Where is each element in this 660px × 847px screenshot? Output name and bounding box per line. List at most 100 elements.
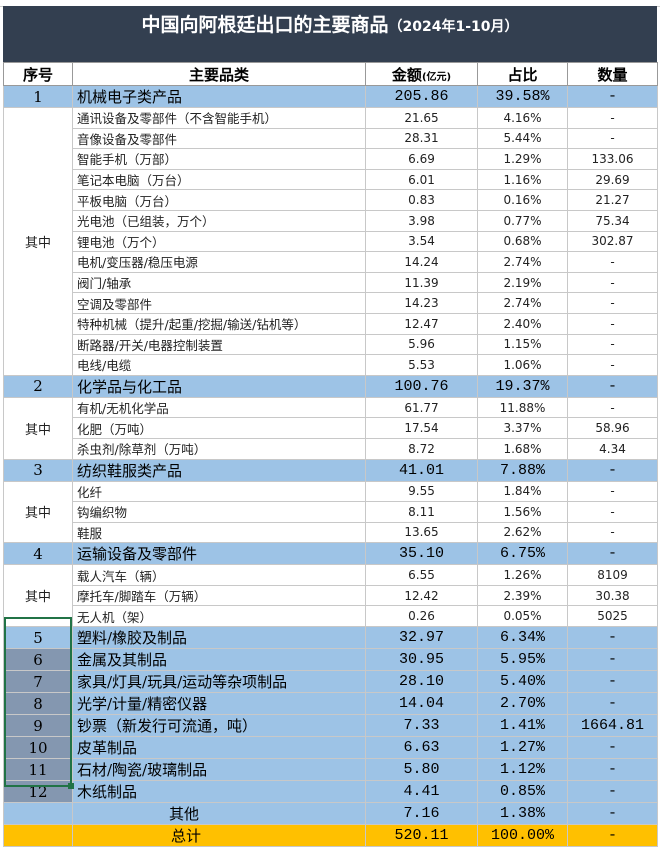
subitem-quantity-cell[interactable]: - (567, 521, 658, 544)
share-cell[interactable]: 1.12% (477, 758, 568, 782)
category-name-cell[interactable]: 纺织鞋服类产品 (72, 458, 366, 482)
seq-cell[interactable]: 2 (3, 374, 73, 398)
seq-cell[interactable]: 10 (3, 736, 73, 760)
amount-cell[interactable]: 7.33 (365, 714, 478, 738)
subitem-quantity-cell[interactable]: - (567, 251, 658, 273)
header-amount[interactable]: 金额(亿元) (365, 62, 478, 86)
subitem-quantity-cell[interactable]: 30.38 (567, 584, 658, 607)
subitem-share-cell[interactable]: 2.74% (477, 251, 568, 273)
category-name-cell[interactable]: 光学/计量/精密仪器 (72, 692, 366, 716)
category-name-cell[interactable]: 家具/灯具/玩具/运动等杂项制品 (72, 670, 366, 694)
subitem-quantity-cell[interactable]: - (567, 107, 658, 129)
subitem-name-cell[interactable]: 有机/无机化学品 (72, 396, 366, 419)
subitem-quantity-cell[interactable]: - (567, 480, 658, 503)
subitem-name-cell[interactable]: 载人汽车（辆） (72, 564, 366, 586)
subitem-share-cell[interactable]: 0.68% (477, 230, 568, 253)
subitem-quantity-cell[interactable]: 302.87 (567, 230, 658, 253)
subitem-amount-cell[interactable]: 13.65 (365, 521, 478, 544)
seq-cell[interactable]: 1 (3, 85, 73, 108)
subitem-amount-cell[interactable]: 12.42 (365, 584, 478, 607)
sub-label-cell[interactable]: 其中 (3, 396, 73, 460)
quantity-cell[interactable]: - (567, 542, 658, 566)
subitem-quantity-cell[interactable]: 75.34 (567, 209, 658, 232)
subitem-share-cell[interactable]: 11.88% (477, 396, 568, 419)
amount-cell[interactable]: 41.01 (365, 458, 478, 482)
subitem-quantity-cell[interactable]: 133.06 (567, 148, 658, 170)
subitem-share-cell[interactable]: 5.44% (477, 127, 568, 150)
subitem-amount-cell[interactable]: 0.83 (365, 189, 478, 211)
subitem-share-cell[interactable]: 2.62% (477, 521, 568, 544)
subitem-amount-cell[interactable]: 8.11 (365, 501, 478, 523)
subitem-name-cell[interactable]: 平板电脑（万台） (72, 189, 366, 211)
subitem-share-cell[interactable]: 1.16% (477, 168, 568, 191)
subitem-quantity-cell[interactable]: 29.69 (567, 168, 658, 191)
subitem-name-cell[interactable]: 无人机（架） (72, 605, 366, 628)
subitem-quantity-cell[interactable]: 21.27 (567, 189, 658, 211)
subitem-share-cell[interactable]: 0.16% (477, 189, 568, 211)
subitem-quantity-cell[interactable]: - (567, 292, 658, 314)
share-cell[interactable]: 1.41% (477, 714, 568, 738)
share-cell[interactable]: 6.34% (477, 626, 568, 650)
amount-cell[interactable]: 35.10 (365, 542, 478, 566)
subitem-name-cell[interactable]: 电机/变压器/稳压电源 (72, 251, 366, 273)
subitem-name-cell[interactable]: 锂电池（万个） (72, 230, 366, 253)
total-row-share-cell[interactable]: 100.00% (477, 824, 568, 847)
subitem-amount-cell[interactable]: 61.77 (365, 396, 478, 419)
subitem-quantity-cell[interactable]: 4.34 (567, 437, 658, 460)
quantity-cell[interactable]: - (567, 736, 658, 760)
subitem-name-cell[interactable]: 化肥（万吨） (72, 417, 366, 439)
subitem-amount-cell[interactable]: 14.23 (365, 292, 478, 314)
category-name-cell[interactable]: 化学品与化工品 (72, 374, 366, 398)
subitem-name-cell[interactable]: 通讯设备及零部件（不含智能手机） (72, 107, 366, 129)
amount-cell[interactable]: 30.95 (365, 648, 478, 672)
amount-cell[interactable]: 5.80 (365, 758, 478, 782)
amount-cell[interactable]: 205.86 (365, 85, 478, 108)
subitem-name-cell[interactable]: 摩托车/脚踏车（万辆） (72, 584, 366, 607)
subitem-name-cell[interactable]: 杀虫剂/除草剂（万吨） (72, 437, 366, 460)
subitem-name-cell[interactable]: 化纤 (72, 480, 366, 503)
seq-cell[interactable]: 8 (3, 692, 73, 716)
header-category[interactable]: 主要品类 (72, 62, 366, 86)
fill-handle[interactable] (68, 783, 74, 789)
share-cell[interactable]: 1.27% (477, 736, 568, 760)
quantity-cell[interactable]: - (567, 458, 658, 482)
quantity-cell[interactable]: - (567, 780, 658, 804)
sub-label-cell[interactable]: 其中 (3, 480, 73, 544)
category-name-cell[interactable]: 机械电子类产品 (72, 85, 366, 108)
total-row-amount-cell[interactable]: 520.11 (365, 824, 478, 847)
seq-cell[interactable]: 5 (3, 626, 73, 650)
category-name-cell[interactable]: 皮革制品 (72, 736, 366, 760)
seq-cell[interactable]: 11 (3, 758, 73, 782)
subitem-share-cell[interactable]: 2.19% (477, 271, 568, 294)
share-cell[interactable]: 0.85% (477, 780, 568, 804)
seq-cell[interactable]: 12 (3, 780, 73, 804)
subitem-name-cell[interactable]: 空调及零部件 (72, 292, 366, 314)
seq-cell[interactable]: 4 (3, 542, 73, 566)
sub-label-cell[interactable]: 其中 (3, 107, 73, 376)
subitem-amount-cell[interactable]: 0.26 (365, 605, 478, 628)
category-name-cell[interactable]: 石材/陶瓷/玻璃制品 (72, 758, 366, 782)
share-cell[interactable]: 2.70% (477, 692, 568, 716)
quantity-cell[interactable]: 1664.81 (567, 714, 658, 738)
header-share[interactable]: 占比 (477, 62, 568, 86)
subitem-quantity-cell[interactable]: - (567, 271, 658, 294)
amount-cell[interactable]: 100.76 (365, 374, 478, 398)
amount-cell[interactable]: 14.04 (365, 692, 478, 716)
subitem-share-cell[interactable]: 0.77% (477, 209, 568, 232)
subitem-share-cell[interactable]: 2.40% (477, 312, 568, 335)
subitem-quantity-cell[interactable]: - (567, 312, 658, 335)
header-quantity[interactable]: 数量 (567, 62, 658, 86)
subitem-amount-cell[interactable]: 12.47 (365, 312, 478, 335)
subitem-share-cell[interactable]: 2.39% (477, 584, 568, 607)
seq-cell[interactable]: 9 (3, 714, 73, 738)
sub-label-cell[interactable]: 其中 (3, 564, 73, 628)
category-name-cell[interactable]: 运输设备及零部件 (72, 542, 366, 566)
category-name-cell[interactable]: 金属及其制品 (72, 648, 366, 672)
subitem-name-cell[interactable]: 鞋服 (72, 521, 366, 544)
subitem-amount-cell[interactable]: 6.55 (365, 564, 478, 586)
category-name-cell[interactable]: 钞票（新发行可流通，吨） (72, 714, 366, 738)
subitem-amount-cell[interactable]: 6.01 (365, 168, 478, 191)
subitem-amount-cell[interactable]: 21.65 (365, 107, 478, 129)
seq-cell[interactable]: 6 (3, 648, 73, 672)
subitem-amount-cell[interactable]: 14.24 (365, 251, 478, 273)
